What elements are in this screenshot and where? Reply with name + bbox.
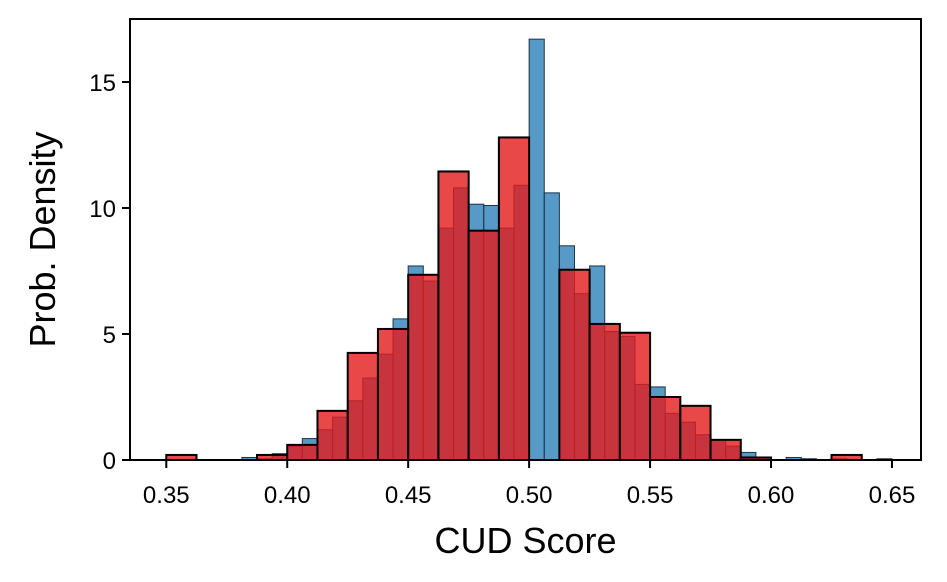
red-histogram-series xyxy=(165,136,863,462)
y-tick-label: 10 xyxy=(89,196,116,223)
y-tick-label: 0 xyxy=(103,448,116,475)
y-tick-label: 5 xyxy=(103,322,116,349)
red-bar-4 xyxy=(286,443,319,462)
x-tick-label: 0.65 xyxy=(869,482,916,509)
x-tick-label: 0.60 xyxy=(748,482,795,509)
red-bar-7 xyxy=(376,327,410,461)
y-tick-label: 15 xyxy=(89,70,116,97)
x-tick-label: 0.55 xyxy=(627,482,674,509)
red-bar-13 xyxy=(558,268,591,461)
red-bar-14 xyxy=(588,322,621,462)
x-tick-label: 0.40 xyxy=(264,482,311,509)
x-axis-ticks: 0.35 0.40 0.45 0.50 0.55 0.60 0.65 xyxy=(143,460,915,509)
red-bar-5 xyxy=(316,409,349,461)
red-bar-18 xyxy=(709,438,742,461)
red-bar-9 xyxy=(437,170,470,462)
plot-frame xyxy=(129,18,922,461)
x-axis-title: CUD Score xyxy=(434,520,616,561)
blue-bar-19 xyxy=(528,38,545,461)
red-bar-8 xyxy=(407,273,440,461)
blue-bar-20 xyxy=(543,192,560,461)
red-bar-15 xyxy=(618,331,652,461)
red-bar-16 xyxy=(649,396,682,461)
x-tick-label: 0.35 xyxy=(143,482,190,509)
red-bar-6 xyxy=(346,351,379,461)
red-bar-11 xyxy=(497,136,531,461)
red-bar-10 xyxy=(467,229,500,461)
red-bar-17 xyxy=(679,404,712,462)
x-tick-label: 0.50 xyxy=(506,482,553,509)
x-tick-label: 0.45 xyxy=(385,482,432,509)
y-axis-ticks: 0 5 10 15 xyxy=(89,70,130,475)
y-axis-title: Prob. Density xyxy=(22,131,63,347)
